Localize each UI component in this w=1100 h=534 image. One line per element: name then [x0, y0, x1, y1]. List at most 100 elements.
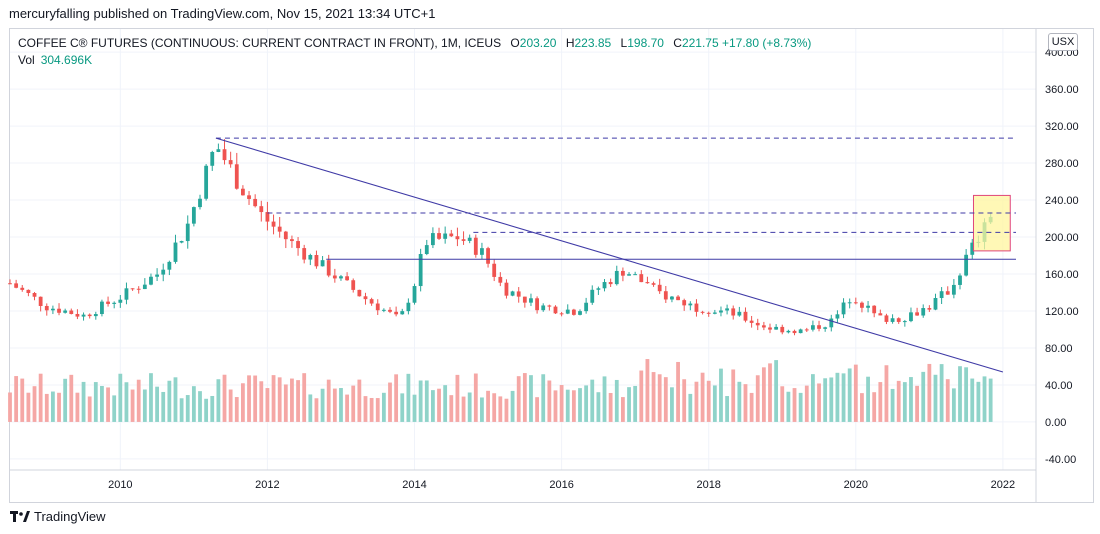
- volume-bar: [32, 386, 37, 422]
- candle-body: [473, 237, 478, 255]
- volume-bar: [492, 393, 497, 422]
- volume-bar: [510, 390, 515, 422]
- volume-bar: [559, 385, 564, 422]
- volume-bar: [921, 371, 926, 422]
- candle-body: [167, 261, 172, 270]
- volume-bar: [247, 375, 251, 422]
- volume-bar: [369, 397, 374, 422]
- candle-body: [847, 302, 852, 304]
- y-tick-label: 80.00: [1045, 343, 1073, 355]
- low-value: 198.70: [627, 36, 664, 50]
- volume-bar: [792, 388, 797, 422]
- x-tick-label: 2016: [549, 479, 573, 491]
- volume-bar: [988, 378, 993, 422]
- candle-body: [314, 255, 319, 267]
- candle-body: [51, 308, 55, 311]
- candle-body: [400, 311, 405, 315]
- candle-body: [424, 245, 429, 255]
- candle-body: [541, 305, 546, 311]
- candle-body: [663, 291, 668, 300]
- volume-bar: [522, 373, 527, 422]
- candle-body: [63, 310, 68, 313]
- candle-body: [326, 260, 331, 276]
- candle-body: [945, 291, 950, 295]
- volume-bar: [400, 393, 405, 422]
- candle-body: [749, 320, 754, 323]
- low-label: L: [620, 36, 628, 50]
- volume-bar: [69, 374, 74, 422]
- volume-bar: [890, 388, 895, 422]
- volume-bar: [866, 376, 870, 422]
- candle-body: [884, 315, 889, 322]
- volume-bar: [14, 376, 19, 422]
- candle-body: [394, 311, 399, 315]
- candle-body: [431, 233, 435, 246]
- volume-bar: [259, 381, 264, 422]
- volume-bar: [614, 379, 619, 422]
- volume-bar: [51, 391, 55, 422]
- volume-bar: [798, 392, 803, 422]
- volume-bar: [173, 377, 178, 422]
- volume-bar: [847, 368, 852, 422]
- volume-bar: [394, 374, 399, 422]
- candle-body: [406, 302, 411, 312]
- volume-bar: [437, 388, 441, 422]
- candle-body: [173, 242, 178, 262]
- volume-bar: [388, 382, 392, 422]
- candle-body: [817, 325, 821, 329]
- candle-body: [951, 284, 956, 295]
- volume-bar: [136, 379, 141, 422]
- candle-body: [222, 149, 227, 161]
- candle-body: [443, 233, 448, 239]
- y-tick-label: 360.00: [1045, 84, 1079, 96]
- candle-body: [774, 326, 779, 330]
- candle-body: [866, 305, 870, 308]
- candle-body: [57, 308, 61, 313]
- currency-badge[interactable]: USX: [1048, 33, 1078, 51]
- volume-bar: [841, 373, 846, 422]
- candle-body: [302, 248, 307, 260]
- candle-body: [958, 275, 962, 285]
- candle-body: [621, 270, 625, 276]
- volume-bar: [731, 369, 736, 422]
- volume-bar: [142, 389, 147, 422]
- candle-body: [694, 303, 699, 312]
- y-tick-label: 280.00: [1045, 158, 1079, 170]
- volume-bar: [902, 382, 907, 422]
- x-tick-label: 2022: [991, 479, 1015, 491]
- candle-body: [38, 296, 43, 306]
- volume-bar: [933, 374, 938, 422]
- volume-bar: [804, 385, 809, 422]
- candle-body: [480, 248, 484, 255]
- volume-bar: [909, 377, 913, 422]
- candle-body: [290, 239, 294, 242]
- publish-caption: mercuryfalling published on TradingView.…: [9, 6, 436, 21]
- volume-bar: [418, 380, 423, 422]
- candle-body: [878, 313, 883, 316]
- candle-body: [921, 308, 926, 316]
- candle-body: [418, 254, 423, 287]
- volume-bar: [823, 378, 828, 422]
- candle-body: [529, 298, 533, 303]
- x-tick-label: 2018: [696, 479, 720, 491]
- high-value: 223.85: [574, 36, 612, 50]
- volume-bar: [547, 380, 552, 422]
- candle-body: [308, 255, 313, 260]
- volume-bar: [578, 388, 582, 422]
- volume-bar: [100, 385, 104, 422]
- volume-bar: [296, 380, 300, 422]
- volume-bar: [283, 384, 288, 422]
- candle-body: [142, 284, 147, 290]
- volume-bar: [498, 396, 503, 422]
- candle-body: [872, 305, 877, 314]
- x-tick-label: 2010: [108, 479, 132, 491]
- change-value: +17.80 (+8.73%): [721, 36, 812, 50]
- candle-body: [198, 198, 202, 208]
- volume-bar: [884, 365, 889, 422]
- candle-body: [933, 298, 938, 310]
- candle-body: [455, 236, 460, 240]
- candle-body: [676, 296, 680, 301]
- volume-bar: [480, 397, 484, 422]
- volume-bar: [198, 391, 202, 422]
